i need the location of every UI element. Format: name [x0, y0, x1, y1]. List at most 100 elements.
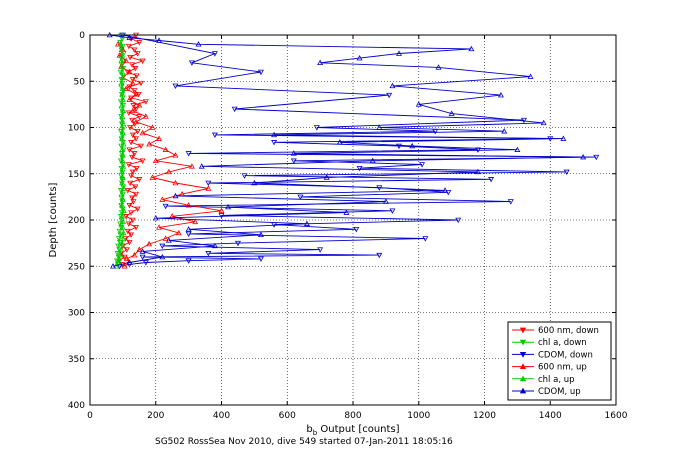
data-point: [136, 102, 143, 108]
data-point: [139, 58, 146, 65]
data-point: [116, 228, 123, 235]
x-axis-label-subscript: b: [313, 429, 318, 437]
data-point: [336, 139, 343, 145]
data-point: [185, 202, 192, 208]
data-point: [128, 173, 135, 179]
data-point: [132, 184, 139, 190]
y-tick-label: 50: [74, 77, 86, 87]
data-point: [271, 131, 278, 138]
legend-entry: CDOM, down: [512, 350, 593, 360]
data-point: [129, 169, 136, 176]
data-point: [139, 158, 146, 164]
data-point: [124, 188, 131, 194]
data-point: [172, 83, 179, 89]
figure-caption: SG502 RossSea Nov 2010, dive 549 started…: [155, 437, 453, 447]
x-tick-label: 200: [147, 411, 164, 421]
data-point: [159, 243, 166, 250]
data-point: [136, 177, 143, 183]
series-line: [109, 34, 584, 267]
data-point: [455, 217, 462, 224]
data-point: [497, 92, 504, 98]
data-point: [118, 168, 125, 175]
data-point: [211, 242, 218, 249]
data-point: [146, 240, 153, 247]
data-point: [118, 79, 125, 86]
data-point: [131, 47, 138, 53]
data-point: [125, 43, 132, 50]
data-point: [137, 143, 144, 150]
data-point: [146, 141, 153, 147]
data-point: [376, 124, 383, 130]
data-point: [126, 259, 133, 265]
data-point: [149, 174, 156, 180]
data-point: [120, 229, 127, 236]
data-point: [134, 128, 141, 135]
data-point: [129, 62, 136, 68]
data-point: [165, 237, 172, 243]
data-point: [119, 196, 126, 202]
data-point: [125, 162, 132, 168]
data-point: [131, 252, 138, 258]
data-point: [343, 209, 350, 215]
data-point: [188, 60, 195, 66]
data-point: [117, 69, 124, 76]
data-point: [205, 185, 212, 191]
data-point: [474, 168, 481, 175]
data-point: [162, 203, 169, 210]
data-point: [353, 227, 360, 233]
data-point: [162, 146, 169, 152]
data-point: [117, 158, 124, 164]
legend-label: 600 nm, down: [538, 326, 599, 336]
data-point: [119, 91, 126, 97]
data-point: [121, 263, 128, 269]
data-point: [142, 260, 149, 266]
data-point: [234, 240, 241, 247]
data-point: [133, 118, 140, 125]
series-4: [113, 41, 127, 269]
axis-ticks: 0 200 400 600 800 1000 1200 1400 1600 0 50 100 150 20…: [68, 31, 628, 421]
data-point: [241, 173, 248, 179]
data-point: [133, 73, 140, 79]
data-point: [415, 101, 422, 107]
data-point: [257, 231, 264, 238]
data-point: [139, 129, 146, 136]
data-point: [317, 59, 324, 65]
data-point: [136, 114, 143, 120]
data-point: [120, 125, 127, 131]
data-point: [593, 154, 600, 161]
data-point: [126, 68, 133, 75]
data-point: [142, 113, 149, 119]
data-point: [123, 85, 130, 91]
data-point: [123, 214, 130, 220]
data-point: [507, 199, 514, 205]
data-point: [118, 135, 125, 141]
data-point: [119, 85, 126, 91]
data-point: [129, 195, 136, 201]
data-point: [192, 218, 199, 225]
data-point: [118, 246, 125, 252]
data-point: [119, 224, 126, 230]
data-point: [118, 63, 125, 69]
data-point: [257, 69, 264, 76]
data-point: [133, 136, 140, 142]
data-point: [115, 236, 122, 242]
data-point: [129, 77, 136, 83]
data-point: [165, 168, 172, 175]
data-point: [172, 179, 179, 186]
legend: 600 nm, down chl a, down CDOM, down 600 nm,…: [507, 321, 612, 401]
data-point: [136, 40, 143, 46]
data-point: [297, 194, 304, 200]
data-point: [131, 88, 138, 94]
data-point: [120, 207, 127, 213]
data-point: [520, 117, 527, 124]
data-point: [119, 235, 126, 241]
data-point: [257, 256, 264, 262]
data-point: [128, 140, 135, 146]
data-point: [162, 235, 169, 241]
data-point: [376, 252, 383, 259]
data-point: [317, 247, 324, 253]
data-point: [185, 231, 192, 237]
data-point: [119, 240, 126, 247]
data-point: [139, 248, 146, 254]
